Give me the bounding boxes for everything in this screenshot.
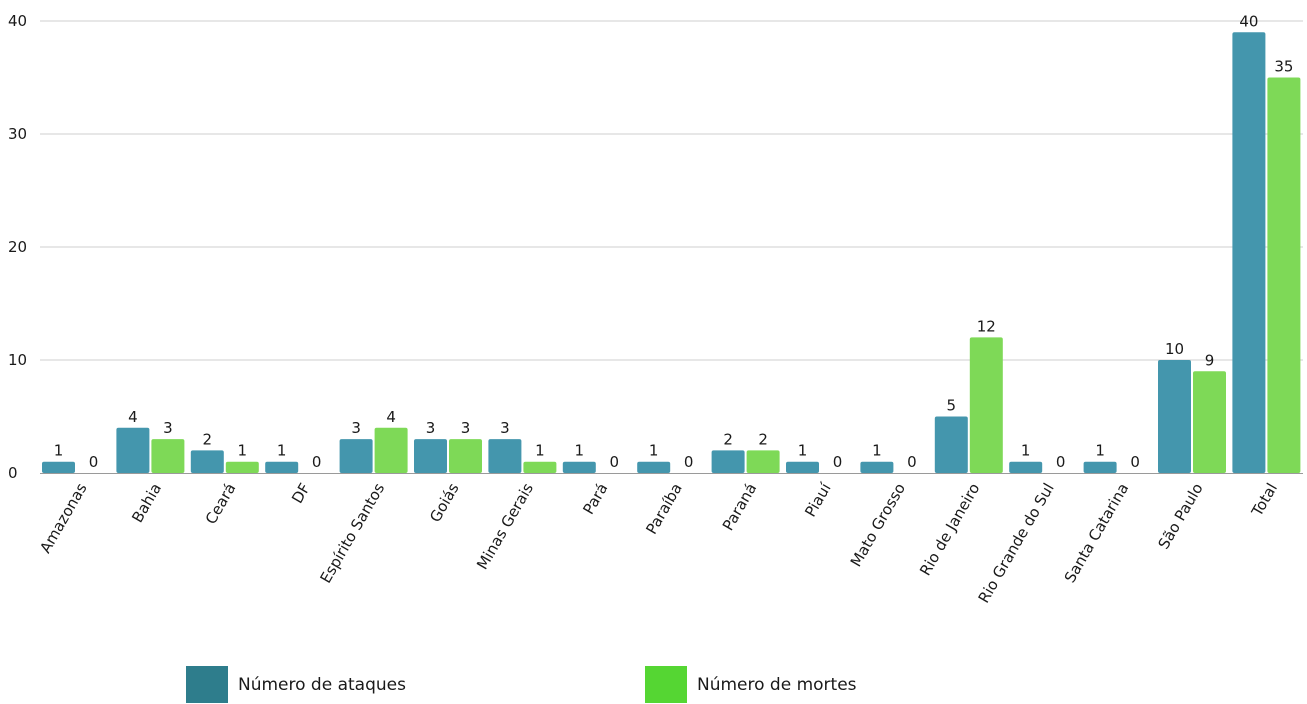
data-label: 35 <box>1274 58 1293 76</box>
category-label: São Paulo <box>1155 480 1207 552</box>
bar-mortes <box>1267 78 1300 474</box>
data-label: 1 <box>1095 442 1105 460</box>
bar-ataques <box>265 462 298 473</box>
category-label: Rio Grande do Sul <box>975 480 1058 606</box>
category-label: Amazonas <box>36 480 90 556</box>
data-label: 1 <box>872 442 882 460</box>
data-label: 3 <box>163 419 173 437</box>
data-label: 1 <box>238 442 248 460</box>
data-label: 9 <box>1205 351 1215 369</box>
data-label: 0 <box>312 453 322 471</box>
data-label: 0 <box>1056 453 1066 471</box>
bar-mortes <box>226 462 259 473</box>
bar-ataques <box>488 439 521 473</box>
category-label: Rio de Janeiro <box>916 480 983 579</box>
y-tick-label: 0 <box>8 464 18 482</box>
data-label: 3 <box>500 419 510 437</box>
category-label: Bahia <box>128 480 165 526</box>
bar-ataques <box>712 450 745 473</box>
bar-ataques <box>1084 462 1117 473</box>
data-label: 10 <box>1165 340 1184 358</box>
legend-label-ataques: Número de ataques <box>238 675 406 695</box>
y-tick-label: 10 <box>8 351 27 369</box>
data-label: 1 <box>54 442 64 460</box>
bar-mortes <box>375 428 408 473</box>
category-label: Total <box>1247 480 1281 520</box>
legend-item-ataques: Número de ataques <box>186 666 406 703</box>
data-label: 0 <box>610 453 620 471</box>
legend-swatch-mortes <box>645 666 687 703</box>
bar-ataques <box>637 462 670 473</box>
bar-mortes <box>523 462 556 473</box>
data-label: 0 <box>89 453 99 471</box>
data-label: 3 <box>351 419 361 437</box>
data-label: 0 <box>907 453 917 471</box>
legend-label-mortes: Número de mortes <box>697 675 857 695</box>
bars <box>42 32 1300 473</box>
category-label: Piauí <box>801 479 835 520</box>
bar-ataques <box>414 439 447 473</box>
category-label: Espírito Santos <box>317 480 389 586</box>
bar-mortes <box>970 337 1003 473</box>
data-label: 3 <box>461 419 471 437</box>
data-label: 40 <box>1239 12 1258 30</box>
bar-ataques <box>191 450 224 473</box>
bar-ataques <box>1009 462 1042 473</box>
data-label: 1 <box>1021 442 1031 460</box>
bar-ataques <box>340 439 373 473</box>
category-label: Paraná <box>719 480 760 534</box>
data-label: 5 <box>947 397 957 415</box>
data-label: 1 <box>535 442 545 460</box>
category-label: Pará <box>579 480 611 518</box>
bar-mortes <box>1193 371 1226 473</box>
data-label: 1 <box>798 442 808 460</box>
y-tick-label: 40 <box>8 12 27 30</box>
category-label: Ceará <box>202 480 240 527</box>
bar-ataques <box>42 462 75 473</box>
data-label: 0 <box>833 453 843 471</box>
category-label: Goiás <box>426 480 463 526</box>
y-tick-label: 20 <box>8 238 27 256</box>
data-label: 4 <box>386 408 396 426</box>
y-tick-label: 30 <box>8 125 27 143</box>
category-labels: Amazonas Bahia Ceará DF Espírito Santos Goiás… <box>36 479 1281 606</box>
bar-ataques <box>116 428 149 473</box>
legend-item-mortes: Número de mortes <box>645 666 857 703</box>
bar-mortes <box>449 439 482 473</box>
data-label: 3 <box>426 419 436 437</box>
data-label: 2 <box>203 430 213 448</box>
category-label: Mato Grosso <box>847 480 909 570</box>
bar-mortes <box>151 439 184 473</box>
data-label: 2 <box>723 430 733 448</box>
data-label: 12 <box>977 317 996 335</box>
bar-ataques <box>1232 32 1265 473</box>
data-label: 1 <box>649 442 659 460</box>
category-label: Santa Catarina <box>1061 480 1133 586</box>
data-label: 4 <box>128 408 138 426</box>
data-label: 1 <box>575 442 585 460</box>
data-label: 1 <box>277 442 287 460</box>
bar-ataques <box>935 417 968 474</box>
legend-swatch-ataques <box>186 666 228 703</box>
bar-ataques <box>860 462 893 473</box>
bar-mortes <box>747 450 780 473</box>
bar-ataques <box>563 462 596 473</box>
legend: Número de ataques Número de mortes <box>0 666 1307 704</box>
data-label: 0 <box>1130 453 1140 471</box>
category-label: DF <box>288 480 314 506</box>
category-label: Paraíba <box>642 480 685 537</box>
data-label: 2 <box>758 430 768 448</box>
bar-ataques <box>1158 360 1191 473</box>
bar-ataques <box>786 462 819 473</box>
data-label: 0 <box>684 453 694 471</box>
category-label: Minas Gerais <box>473 480 537 573</box>
